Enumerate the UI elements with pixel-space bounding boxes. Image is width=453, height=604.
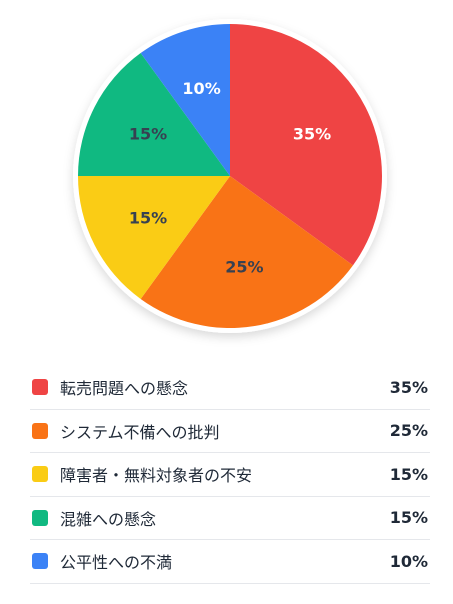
- legend-value: 15%: [389, 464, 428, 484]
- pie-slice-label: 15%: [129, 208, 167, 227]
- pie-slice-label: 15%: [129, 125, 167, 144]
- legend-item: 転売問題への懸念 35%: [30, 366, 430, 410]
- pie-slice-label: 25%: [225, 257, 263, 276]
- pie-slice-label: 35%: [293, 125, 331, 144]
- legend-swatch: [32, 509, 48, 526]
- pie-slice: [230, 24, 382, 266]
- pie-slice: [78, 176, 230, 299]
- legend: 転売問題への懸念 35% システム不備への批判 25% 障害者・無料対象者の不安…: [30, 366, 430, 584]
- legend-label: 転売問題への懸念: [60, 379, 189, 399]
- legend-swatch: [32, 553, 48, 570]
- legend-item: 混雑への懸念 15%: [30, 497, 430, 540]
- legend-item: 障害者・無料対象者の不安 15%: [30, 453, 430, 497]
- legend-value: 35%: [389, 377, 428, 397]
- pie-slice: [140, 176, 353, 328]
- legend-swatch: [32, 466, 48, 483]
- pie-slice: [78, 53, 230, 176]
- legend-value: 25%: [389, 421, 428, 441]
- pie-slice-label: 10%: [182, 79, 220, 98]
- pie-chart: 35% 25% 15% 15% 10%: [73, 19, 387, 333]
- legend-value: 15%: [389, 508, 428, 528]
- legend-swatch: [32, 379, 48, 396]
- legend-label: システム不備への批判: [60, 422, 220, 442]
- legend-item: 公平性への不満 10%: [30, 540, 430, 584]
- legend-swatch: [32, 422, 48, 439]
- legend-label: 障害者・無料対象者の不安: [60, 466, 253, 486]
- legend-value: 10%: [389, 551, 428, 571]
- legend-item: システム不備への批判 25%: [30, 410, 430, 453]
- legend-label: 公平性への不満: [60, 553, 173, 573]
- legend-label: 混雑への懸念: [60, 509, 157, 529]
- pie-slice: [140, 24, 230, 176]
- pie-slice-labels: 35% 25% 15% 15% 10%: [129, 79, 331, 276]
- pie-slices: [78, 24, 382, 328]
- pie-chart-svg: 35% 25% 15% 15% 10%: [73, 19, 387, 333]
